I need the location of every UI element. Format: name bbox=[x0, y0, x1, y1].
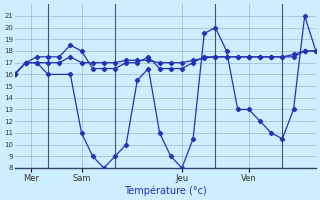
X-axis label: Température (°c): Température (°c) bbox=[124, 185, 207, 196]
